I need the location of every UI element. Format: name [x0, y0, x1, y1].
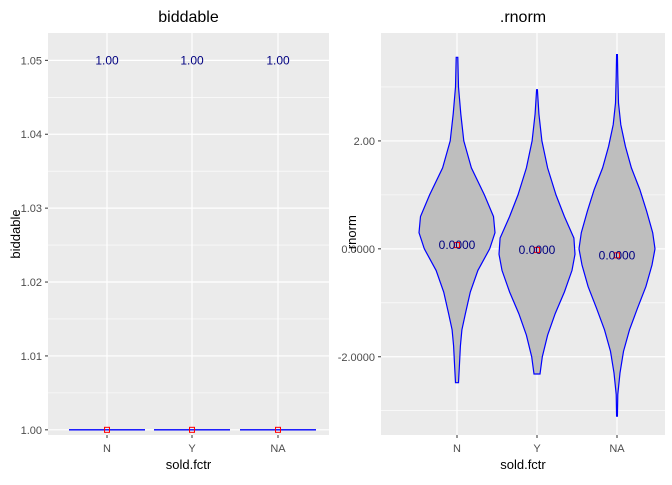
mean-marker	[189, 426, 195, 433]
x-axis-label: sold.fctr	[166, 457, 212, 472]
mean-label: 1.00	[95, 53, 119, 67]
mean-label: 1.00	[266, 53, 290, 67]
mean-marker	[104, 426, 110, 433]
y-tick-label: 1.01	[21, 351, 42, 363]
y-tick-label: 1.05	[21, 55, 42, 67]
x-tick-label: Y	[188, 443, 196, 455]
violin-na	[578, 54, 656, 417]
y-tick-label: 1.00	[21, 425, 42, 437]
panel-background	[48, 33, 329, 435]
mean-label: 0.0000	[599, 248, 636, 262]
panel-title: .rnorm	[500, 9, 546, 26]
y-tick-label: 0.0000	[341, 244, 375, 256]
x-tick-label: N	[453, 443, 461, 455]
x-tick-label: Y	[533, 443, 541, 455]
mean-marker	[275, 426, 281, 433]
mean-label: 0.0000	[439, 238, 476, 252]
violin-y	[498, 89, 576, 375]
y-tick-label: 1.02	[21, 277, 42, 289]
y-tick-label: 1.03	[21, 203, 42, 215]
y-axis-label: .rnorm	[344, 215, 359, 253]
mean-marker	[454, 242, 460, 249]
y-axis-label: biddable	[8, 209, 23, 258]
panel-title: biddable	[158, 9, 219, 26]
mean-label: 1.00	[180, 53, 204, 67]
y-tick-label: -2.0000	[338, 352, 375, 364]
x-tick-label: NA	[609, 443, 625, 455]
x-tick-label: NA	[270, 443, 286, 455]
mean-label: 0.0000	[519, 243, 556, 257]
y-tick-label: 2.00	[354, 136, 375, 148]
mean-marker	[534, 246, 540, 253]
x-axis-label: sold.fctr	[500, 457, 546, 472]
mean-marker	[614, 252, 620, 259]
violin-n	[418, 56, 496, 384]
y-tick-label: 1.04	[21, 129, 42, 141]
x-tick-label: N	[103, 443, 111, 455]
